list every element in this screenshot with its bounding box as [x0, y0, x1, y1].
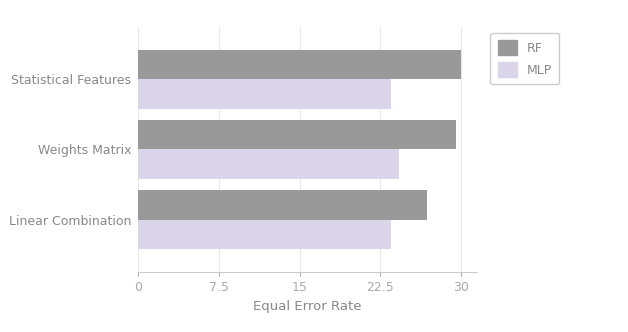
Bar: [138, 120, 456, 149]
Bar: [138, 79, 391, 109]
Bar: [138, 190, 426, 219]
Bar: [138, 50, 461, 79]
Bar: [138, 149, 399, 179]
Bar: [138, 219, 391, 249]
Legend: RF, MLP: RF, MLP: [490, 33, 560, 84]
X-axis label: Equal Error Rate: Equal Error Rate: [254, 300, 362, 313]
